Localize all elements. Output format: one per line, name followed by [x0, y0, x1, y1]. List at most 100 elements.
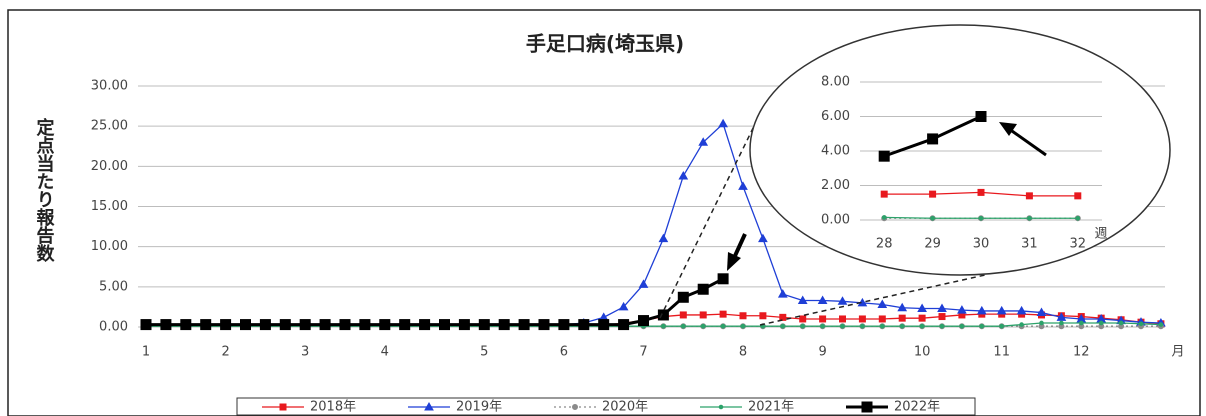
marker	[939, 323, 945, 329]
x-tick-label: 4	[381, 345, 389, 360]
marker	[938, 313, 946, 321]
x-tick-label: 1	[142, 345, 150, 360]
marker	[657, 309, 669, 321]
legend-marker	[718, 404, 724, 410]
marker	[977, 188, 985, 196]
marker	[1079, 320, 1084, 326]
x-axis-label: 月	[1171, 345, 1184, 360]
marker	[740, 323, 746, 329]
marker	[359, 319, 371, 331]
marker	[758, 233, 768, 243]
x-tick-label: 7	[639, 345, 647, 360]
marker	[881, 215, 887, 220]
x-tick-label: 9	[818, 345, 826, 360]
marker	[959, 323, 965, 329]
y-tick-label: 8.00	[821, 75, 850, 90]
marker	[999, 323, 1005, 329]
marker	[899, 323, 905, 329]
marker	[880, 323, 885, 329]
x-tick-label: 10	[914, 345, 931, 360]
marker	[898, 314, 906, 322]
zoom-line	[659, 117, 759, 319]
marker	[819, 315, 827, 323]
marker	[518, 319, 530, 331]
marker	[929, 190, 937, 198]
marker	[858, 315, 866, 323]
y-tick-label: 10.00	[91, 239, 128, 254]
x-tick-label: 2	[221, 345, 229, 360]
marker	[419, 319, 431, 331]
marker	[1025, 192, 1033, 200]
arrow-head	[727, 252, 741, 271]
marker	[498, 319, 510, 331]
marker	[538, 319, 550, 331]
marker	[880, 190, 888, 198]
marker	[1098, 320, 1104, 326]
marker	[697, 283, 709, 295]
marker	[678, 170, 689, 180]
series-line	[146, 322, 1161, 327]
y-tick-label: 0.00	[821, 213, 850, 228]
marker	[558, 319, 570, 331]
marker	[279, 319, 291, 331]
chart-title: 手足口病(埼玉県)	[526, 32, 684, 56]
marker	[638, 315, 649, 327]
marker	[877, 299, 888, 309]
marker	[240, 319, 251, 331]
x-tick-label: 8	[739, 345, 747, 360]
y-axis-label: 定点当たり報告数	[34, 117, 55, 263]
marker	[658, 233, 669, 243]
legend-label: 2019年	[456, 400, 502, 415]
marker	[458, 319, 470, 331]
marker	[578, 319, 590, 331]
marker	[1118, 320, 1124, 326]
marker	[820, 323, 825, 329]
marker	[319, 319, 331, 331]
x-tick-label: 30	[973, 237, 990, 252]
legend-label: 2018年	[310, 400, 356, 415]
marker	[1059, 320, 1064, 326]
marker	[681, 323, 686, 329]
x-tick-label: 6	[560, 345, 568, 360]
marker	[618, 319, 630, 331]
marker	[837, 296, 848, 305]
marker	[937, 303, 947, 313]
arrow-head	[999, 122, 1017, 136]
marker	[439, 319, 450, 331]
marker	[930, 215, 935, 221]
legend-marker	[279, 403, 287, 411]
marker	[978, 215, 984, 221]
legend-marker	[572, 404, 578, 410]
marker	[739, 312, 747, 320]
marker	[200, 319, 212, 331]
marker	[800, 323, 806, 329]
arrow	[732, 233, 747, 259]
marker	[700, 323, 706, 329]
y-tick-label: 20.00	[91, 159, 128, 174]
marker	[379, 319, 391, 331]
marker	[679, 311, 687, 319]
marker	[1138, 321, 1144, 327]
marker	[878, 315, 886, 323]
marker	[677, 291, 689, 303]
marker	[220, 319, 232, 331]
y-tick-label: 15.00	[91, 199, 128, 214]
x-tick-label: 28	[876, 237, 893, 252]
marker	[917, 303, 927, 313]
marker	[817, 295, 828, 304]
marker	[478, 319, 490, 331]
x-tick-label: 32	[1070, 237, 1087, 252]
y-tick-label: 2.00	[821, 178, 850, 193]
inset-x-label: 週	[1094, 227, 1107, 242]
marker	[160, 319, 172, 331]
legend-label: 2020年	[602, 400, 648, 415]
marker	[661, 323, 666, 329]
marker	[698, 137, 709, 146]
legend-label: 2021年	[748, 400, 794, 415]
legend-items: 2018年 2019年 2020年 2021年 2022年	[262, 400, 940, 415]
marker	[718, 118, 728, 128]
marker	[719, 310, 727, 318]
marker	[860, 323, 865, 329]
marker	[927, 133, 939, 145]
